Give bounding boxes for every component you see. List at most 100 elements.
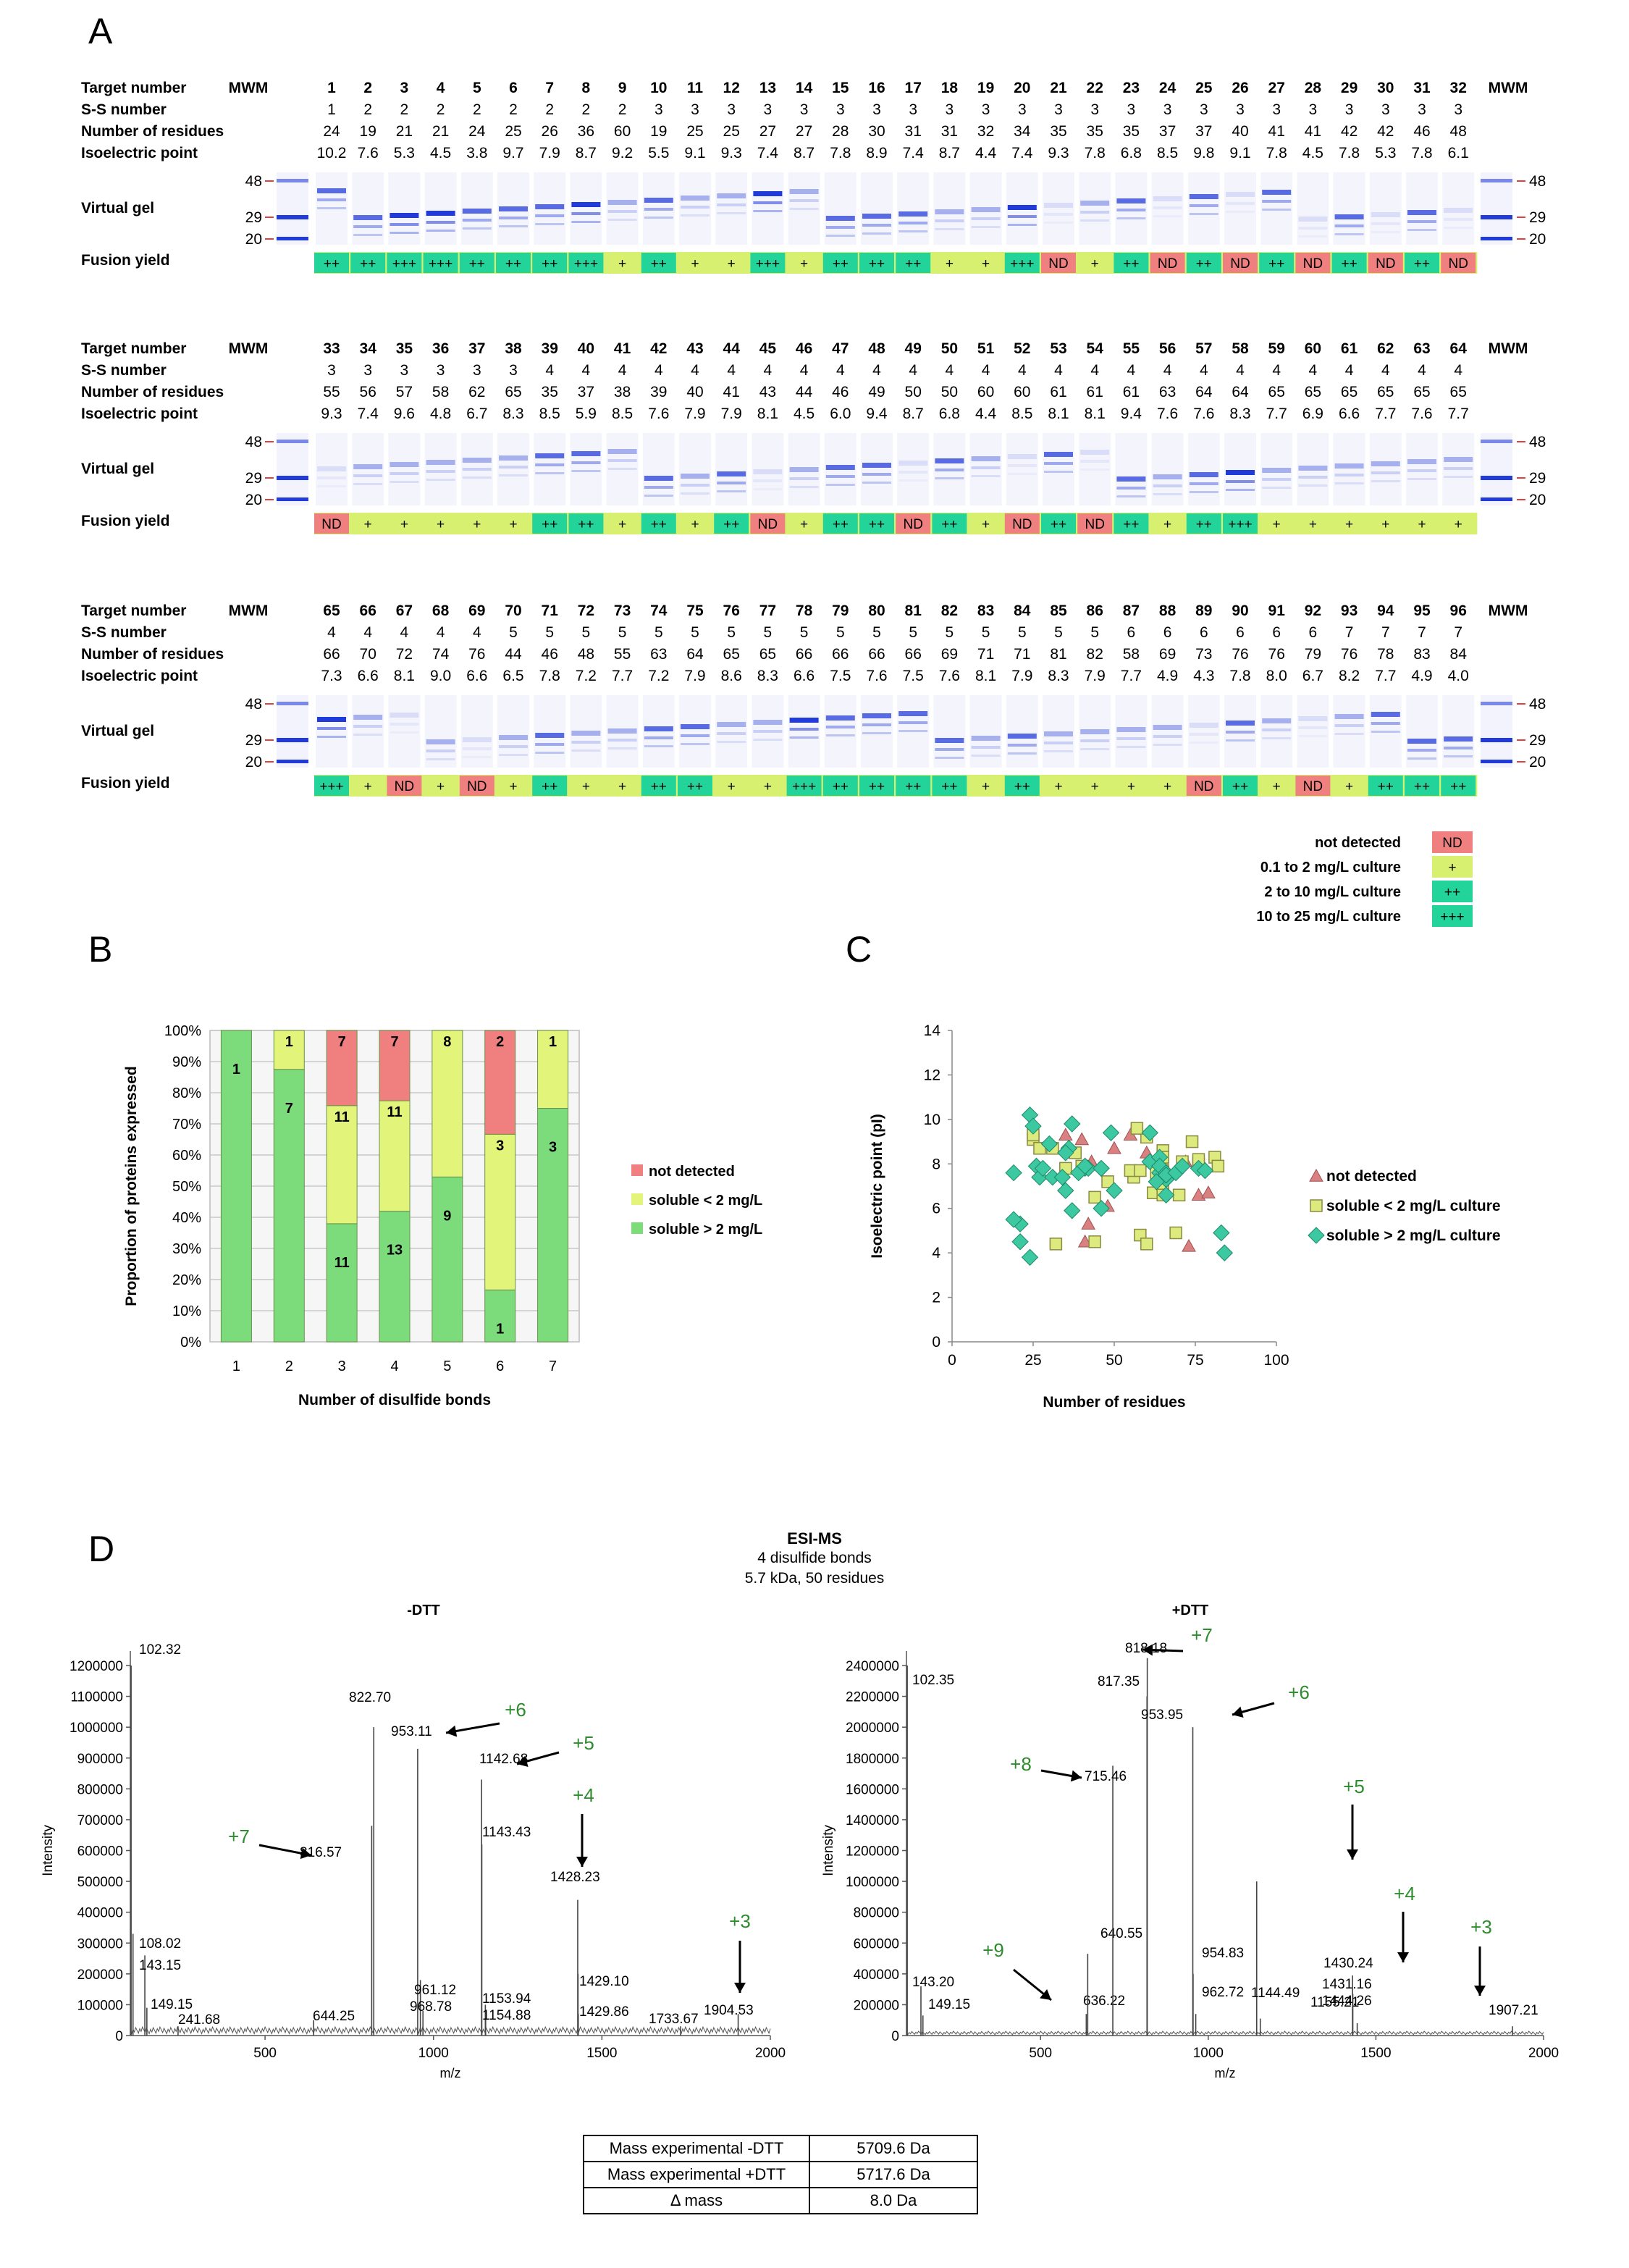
yield-value: ++ [905,256,921,272]
mwm-lane [1481,172,1512,245]
yield-value: ++ [1196,256,1212,272]
gel-band [898,711,928,716]
gel-band [825,715,855,721]
residue-count: 60 [977,384,994,400]
y-tick-label: 1800000 [846,1752,899,1767]
bar-segment [273,1069,305,1343]
ss-number: 4 [800,362,809,379]
y-tick-label: 400000 [854,1967,899,1983]
gel-band [753,469,783,474]
residue-count: 66 [323,646,340,663]
charge-state-label: +5 [573,1732,594,1754]
gel-lane [460,695,493,768]
x-axis-title: m/z [440,2066,461,2080]
gel-band [390,223,419,226]
gel-band [1044,731,1073,736]
isoelectric-point: 7.8 [1085,145,1106,161]
y-tick-label: 80% [172,1085,201,1101]
bar-data-label: 2 [496,1034,504,1050]
data-point [1134,1164,1147,1177]
yield-value: ++ [360,256,376,272]
peak-label: 636.22 [1083,1994,1125,2009]
yield-value: + [982,517,990,532]
y-tick-label: 1000000 [846,1875,899,1890]
gel-band [1044,213,1073,216]
target-number: 3 [400,80,409,96]
isoelectric-point: 8.1 [1085,406,1106,422]
residue-count: 48 [1450,123,1467,140]
ss-number: 3 [1200,101,1208,118]
gel-band [1444,227,1473,229]
ss-number: 6 [1200,624,1208,641]
row-label: Number of residues [81,123,224,140]
residue-count: 66 [796,646,812,663]
ss-number: 4 [982,362,990,379]
gel-band [935,757,964,759]
target-number: 8 [582,80,591,96]
yield-cell [822,253,858,273]
legend-swatch [631,1193,643,1205]
row-label: Virtual gel [81,723,154,739]
gel-band [1298,476,1328,479]
x-tick-label: 1500 [1360,2046,1391,2061]
residue-count: 69 [1159,646,1176,663]
yield-cell [387,513,422,534]
gel-band [1007,473,1037,475]
residue-count: 46 [542,646,558,663]
residue-count: 55 [614,646,631,663]
gel-band [1153,744,1182,746]
target-number: 4 [437,80,445,96]
mwm-marker-label: 48 [1529,173,1546,190]
gel-lane [1043,172,1074,245]
gel-band [935,738,964,743]
gel-band [571,202,601,207]
gel-band [1407,459,1436,464]
x-tick-label: 500 [1029,2046,1052,2061]
gel-lane [1079,172,1111,245]
residue-count: 61 [1123,384,1140,400]
target-number: 80 [868,602,885,619]
gel-band [825,226,855,229]
ss-number: 4 [1418,362,1426,379]
y-tick-label: 0 [891,2029,899,2044]
bar-data-label: 1 [549,1034,557,1050]
row-label: Target number [81,80,186,96]
charge-state-label: +6 [505,1699,526,1721]
gel-band [1298,716,1328,721]
gel-band [1080,450,1110,455]
legend-code: +++ [1440,910,1464,925]
isoelectric-point: 8.3 [502,406,523,422]
residue-count: 44 [796,384,813,400]
y-tick-label: 40% [172,1210,201,1226]
ss-number: 4 [764,362,773,379]
yield-value: + [1054,779,1062,794]
isoelectric-point: 6.7 [1302,668,1323,684]
y-tick-label: 12 [924,1067,940,1083]
mwm-marker-label: 48 [245,434,262,450]
gel-band [935,748,964,751]
yield-cell [1441,776,1476,796]
target-number: 12 [723,80,740,96]
gel-band [1407,210,1436,215]
bar-data-label: 7 [390,1034,398,1050]
isoelectric-point: 7.6 [1411,406,1432,422]
yield-cell [1441,253,1476,273]
gel-band [681,724,710,729]
isoelectric-point: 3.8 [466,145,487,161]
yield-cell [1223,776,1258,796]
peak-label: 1430.24 [1323,1956,1373,1971]
isoelectric-point: 9.0 [430,668,451,684]
yield-cell [1041,253,1076,273]
yield-value: ++ [1450,779,1466,794]
isoelectric-point: 5.3 [1375,145,1396,161]
residue-count: 41 [1268,123,1285,140]
gel-band [862,713,891,718]
data-point [1101,1175,1114,1188]
gel-band [898,230,928,232]
gel-lane [679,695,711,768]
gel-band [1007,224,1037,226]
target-number: 74 [650,602,668,619]
yield-cell [1150,253,1185,273]
ss-number: 3 [400,362,409,379]
data-point [1074,1132,1090,1146]
